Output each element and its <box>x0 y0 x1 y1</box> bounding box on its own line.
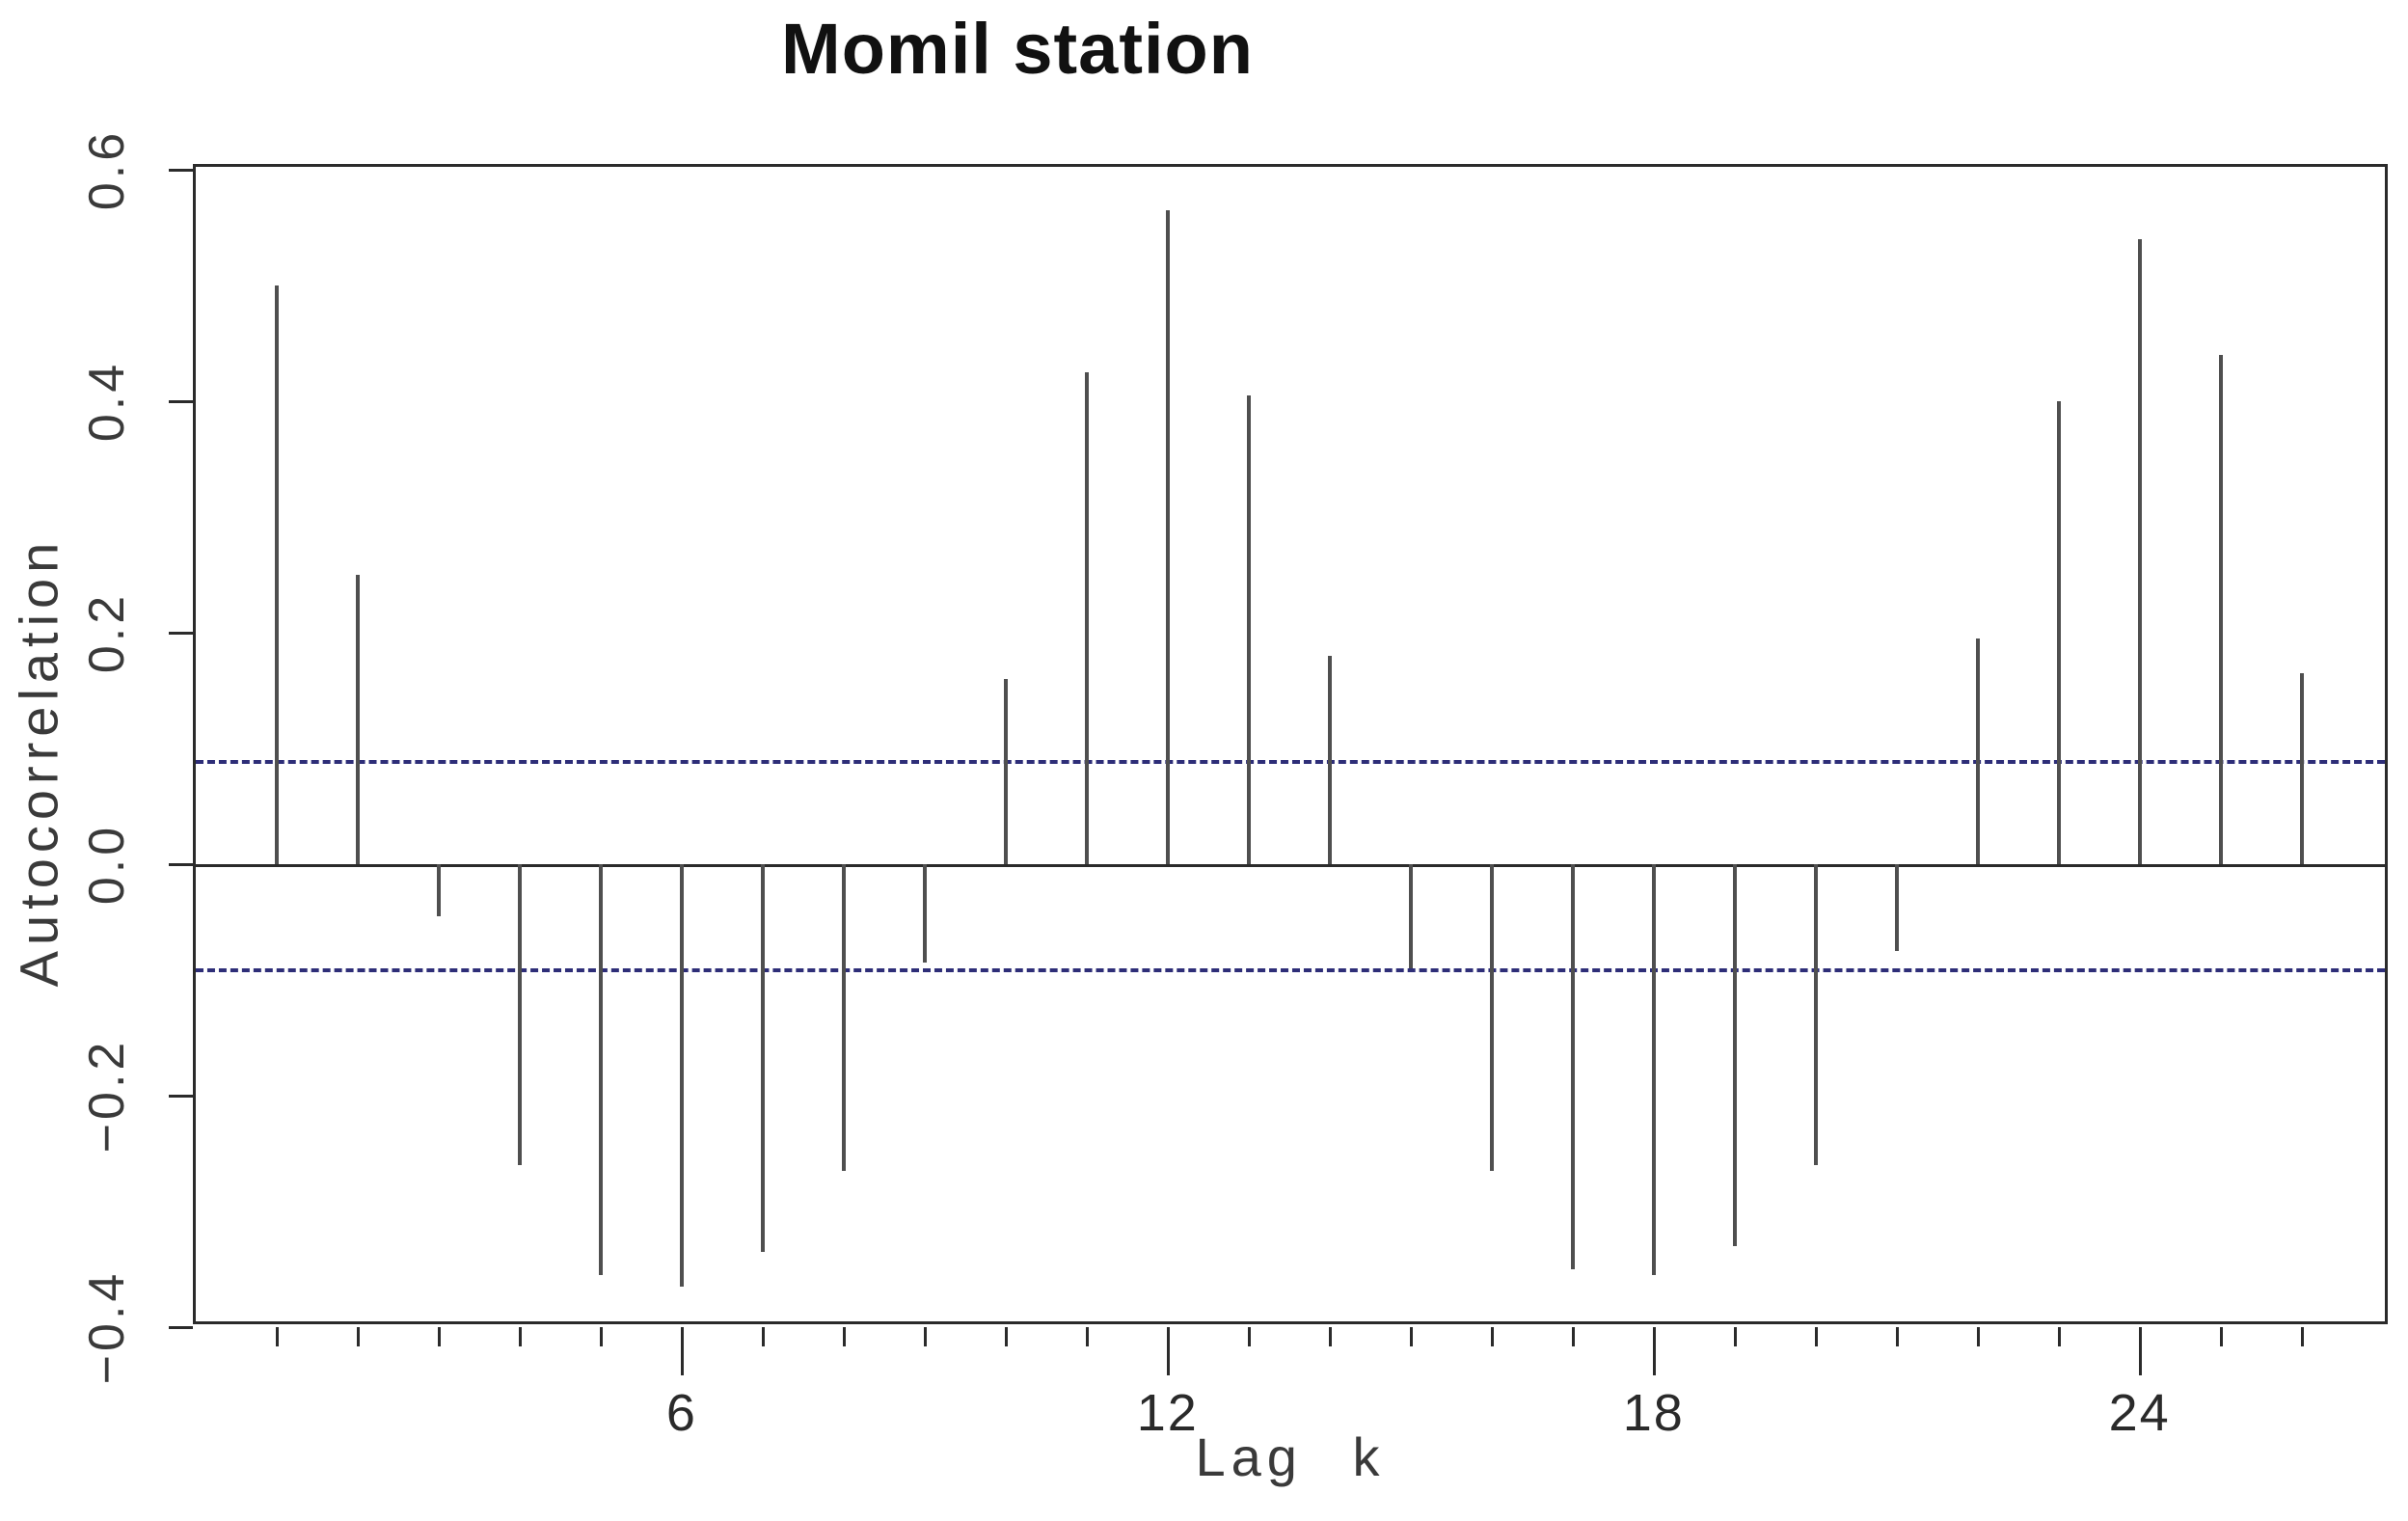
x-major-tick <box>680 1327 684 1375</box>
x-minor-tick <box>1004 1327 1008 1346</box>
x-tick-label: 24 <box>2108 1384 2171 1442</box>
x-minor-tick <box>1733 1327 1737 1346</box>
y-tick <box>169 1326 193 1329</box>
x-minor-tick <box>842 1327 846 1346</box>
y-tick-label: −0.4 <box>79 1269 135 1385</box>
x-minor-tick <box>518 1327 522 1346</box>
x-tick-label: 6 <box>665 1384 697 1442</box>
x-minor-tick <box>2057 1327 2061 1346</box>
acf-bar-lag-18 <box>1651 864 1656 1275</box>
y-tick <box>169 400 193 403</box>
acf-bar-lag-14 <box>1327 656 1332 864</box>
y-tick-label: 0.2 <box>79 591 135 674</box>
acf-bar-lag-11 <box>1084 372 1089 864</box>
acf-bar-lag-13 <box>1246 395 1251 864</box>
x-minor-tick <box>1085 1327 1089 1346</box>
acf-bar-lag-7 <box>760 864 765 1252</box>
acf-bar-lag-10 <box>1003 679 1008 864</box>
plot-area: 0.6 0.4 0.2 0.0 −0.2 −0.4 6 12 18 24 <box>79 129 2388 1442</box>
x-minor-tick <box>1328 1327 1332 1346</box>
acf-bar-lag-19 <box>1732 864 1737 1246</box>
x-minor-tick <box>275 1327 279 1346</box>
y-tick-label: −0.2 <box>79 1038 135 1154</box>
zero-line <box>196 864 2385 867</box>
x-minor-tick <box>1976 1327 1980 1346</box>
x-tick-label: 18 <box>1622 1384 1685 1442</box>
x-axis-title: Lag k <box>1195 1426 1386 1487</box>
acf-bar-lag-24 <box>2137 239 2142 864</box>
x-minor-tick <box>1490 1327 1494 1346</box>
acf-bar-lag-4 <box>517 864 522 1165</box>
chart-title: Momil station <box>781 9 1254 89</box>
x-major-tick <box>1652 1327 1656 1375</box>
acf-bar-lag-8 <box>841 864 846 1171</box>
y-tick <box>169 169 193 172</box>
x-minor-tick <box>356 1327 360 1346</box>
x-tick-label: 12 <box>1136 1384 1199 1442</box>
acf-bar-lag-21 <box>1894 864 1899 951</box>
y-tick-label: 0.6 <box>79 128 135 211</box>
x-minor-tick <box>761 1327 765 1346</box>
acf-bar-lag-15 <box>1408 864 1413 968</box>
y-axis-title: Autocorrelation <box>8 536 69 988</box>
acf-bar-lag-1 <box>274 285 279 864</box>
x-minor-tick <box>2300 1327 2304 1346</box>
acf-bar-lag-3 <box>436 864 441 916</box>
acf-bar-lag-20 <box>1813 864 1818 1165</box>
y-tick <box>169 1095 193 1098</box>
y-tick-label: 0.4 <box>79 360 135 443</box>
y-tick-label: 0.0 <box>79 823 135 906</box>
acf-bar-lag-6 <box>679 864 684 1287</box>
confidence-line-lower <box>196 968 2385 972</box>
y-tick <box>169 863 193 866</box>
x-minor-tick <box>1571 1327 1575 1346</box>
acf-bar-lag-16 <box>1489 864 1494 1171</box>
acf-bar-lag-26 <box>2299 673 2304 864</box>
acf-bar-lag-22 <box>1975 638 1980 864</box>
y-tick <box>169 632 193 635</box>
x-major-tick <box>2138 1327 2142 1375</box>
x-minor-tick <box>1895 1327 1899 1346</box>
x-minor-tick <box>2219 1327 2223 1346</box>
acf-bar-lag-17 <box>1570 864 1575 1269</box>
x-minor-tick <box>437 1327 441 1346</box>
x-minor-tick <box>1247 1327 1251 1346</box>
confidence-line-upper <box>196 760 2385 764</box>
x-minor-tick <box>599 1327 603 1346</box>
x-minor-tick <box>923 1327 927 1346</box>
x-minor-tick <box>1814 1327 1818 1346</box>
x-minor-tick <box>1409 1327 1413 1346</box>
acf-bar-lag-9 <box>922 864 927 963</box>
acf-bar-lag-12 <box>1165 210 1170 864</box>
acf-bar-lag-5 <box>598 864 603 1275</box>
acf-bar-lag-23 <box>2056 401 2061 864</box>
x-major-tick <box>1166 1327 1170 1375</box>
acf-bar-lag-25 <box>2218 355 2223 864</box>
acf-bar-lag-2 <box>355 575 360 864</box>
